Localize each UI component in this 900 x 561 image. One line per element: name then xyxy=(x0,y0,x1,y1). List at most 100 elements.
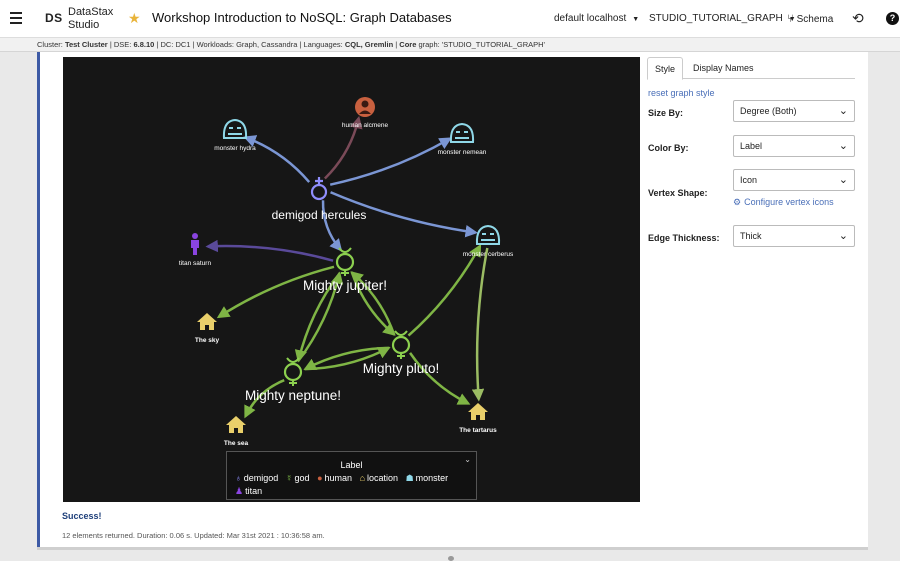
legend-item-label: titan xyxy=(245,486,263,496)
graph-edge-jupiter-sky[interactable] xyxy=(216,265,335,319)
size-by-value: Degree (Both) xyxy=(740,106,797,116)
legend-item-monster: ☗ monster xyxy=(406,473,449,483)
graph-dropdown[interactable]: STUDIO_TUTORIAL_GRAPH ▼ xyxy=(649,13,796,24)
graph-node-label: monster hydra xyxy=(214,145,256,152)
graph-node-label: The tartarus xyxy=(459,427,497,434)
color-by-select[interactable]: Label ⌄ xyxy=(733,135,855,157)
graph-node-label: monster nemean xyxy=(438,149,487,156)
graph-edge-hercules-jupiter[interactable] xyxy=(321,200,343,252)
chevron-down-icon: ⌄ xyxy=(838,230,848,242)
graph-node-neptune[interactable]: Mighty neptune! xyxy=(245,357,341,403)
graph-edge-neptune-jupiter[interactable] xyxy=(297,271,344,362)
help-icon[interactable]: ? xyxy=(886,12,899,25)
core-key: Core xyxy=(399,40,417,49)
graph-edge-jupiter-saturn[interactable] xyxy=(205,239,334,262)
graph-edge-hercules-nemean[interactable] xyxy=(329,137,453,186)
cluster-info-bar: Cluster: Test Cluster | DSE: 6.8.10 | DC… xyxy=(0,38,900,52)
legend-title: Label xyxy=(340,460,363,470)
dse-value: 6.8.10 xyxy=(133,40,155,49)
schema-icon: ⑂ xyxy=(787,13,794,25)
legend-row-1: ♁ demigod ☿ god ● human ⌂ location ☗ monster xyxy=(235,473,453,484)
connection-value: default localhost xyxy=(554,13,627,24)
edge-thickness-value: Thick xyxy=(740,231,762,241)
graph-canvas[interactable]: demigod hercules human alcmene monster hyd… xyxy=(63,57,640,502)
graph-node-alcmene[interactable]: human alcmene xyxy=(342,97,389,129)
graph-node-saturn[interactable]: titan saturn xyxy=(179,233,212,267)
tab-display-names[interactable]: Display Names xyxy=(693,63,754,73)
graph-node-hydra[interactable]: monster hydra xyxy=(214,118,256,152)
graph-node-sky[interactable]: The sky xyxy=(195,313,220,344)
color-by-value: Label xyxy=(740,141,763,151)
core-value: graph: 'STUDIO_TUTORIAL_GRAPH' xyxy=(418,40,545,49)
graph-node-sea[interactable]: The sea xyxy=(224,416,249,447)
configure-vertex-icons-link[interactable]: ⚙ Configure vertex icons xyxy=(733,197,834,208)
status-success: Success! xyxy=(62,511,102,521)
graph-node-label: Mighty jupiter! xyxy=(303,278,387,293)
cell-divider[interactable] xyxy=(37,547,868,550)
graph-edge-hercules-cerberus[interactable] xyxy=(330,191,478,238)
graph-node-jupiter[interactable]: Mighty jupiter! xyxy=(303,247,387,293)
graph-node-label: monster cerberus xyxy=(463,251,514,258)
vertex-shape-select[interactable]: Icon ⌄ xyxy=(733,169,855,191)
graph-edge-hercules-hydra[interactable] xyxy=(243,135,311,183)
graph-node-label: titan saturn xyxy=(179,260,212,267)
graph-edge-cerberus-tartarus[interactable] xyxy=(471,247,489,402)
schema-label: Schema xyxy=(796,14,834,25)
result-stats: 12 elements returned. Duration: 0.06 s. … xyxy=(62,531,325,540)
languages-value: CQL, Gremlin xyxy=(344,40,394,49)
favorite-star-icon[interactable]: ★ xyxy=(128,10,141,26)
reset-graph-style-link[interactable]: reset graph style xyxy=(648,88,715,98)
cluster-key: Cluster: xyxy=(37,40,63,49)
edge-thickness-select[interactable]: Thick ⌄ xyxy=(733,225,855,247)
titan-icon: ♟ xyxy=(235,486,244,496)
dse-key: DSE: xyxy=(113,40,132,49)
caret-down-icon: ▼ xyxy=(632,16,640,23)
graph-node-label: Mighty neptune! xyxy=(245,388,341,403)
menu-icon[interactable] xyxy=(10,12,22,24)
demigod-icon: ♁ xyxy=(235,473,242,483)
chevron-down-icon: ⌄ xyxy=(838,140,848,152)
graph-node-hercules[interactable]: demigod hercules xyxy=(272,177,367,222)
workloads-value: Graph, Cassandra xyxy=(236,40,298,49)
vertex-shape-value: Icon xyxy=(740,175,758,185)
connection-dropdown[interactable]: default localhost ▼ xyxy=(554,13,639,24)
legend-item-god: ☿ god xyxy=(286,473,310,483)
graph-node-label: The sea xyxy=(224,440,249,447)
color-by-label: Color By: xyxy=(648,143,689,153)
workloads-key: Workloads: xyxy=(196,40,234,49)
panel-tabs: Style Display Names xyxy=(647,57,855,80)
history-icon[interactable]: ⟲ xyxy=(852,10,864,26)
legend-item-label: location xyxy=(367,473,399,483)
human-icon: ● xyxy=(317,473,323,483)
brand-line2: Studio xyxy=(68,19,100,31)
size-by-label: Size By: xyxy=(648,108,684,118)
tab-style[interactable]: Style xyxy=(647,57,684,80)
graph-edge-neptune-sea[interactable] xyxy=(244,379,285,419)
graph-legend: ⌄ Label ♁ demigod ☿ god ● human ⌂ location ☗… xyxy=(226,451,477,500)
vertex-shape-label: Vertex Shape: xyxy=(648,188,708,198)
graph-node-nemean[interactable]: monster nemean xyxy=(438,122,487,156)
chevron-down-icon: ⌄ xyxy=(838,174,848,186)
graph-node-tartarus[interactable]: The tartarus xyxy=(459,403,497,434)
caret-down-icon: ▼ xyxy=(788,16,796,23)
graph-edge-pluto-tartarus[interactable] xyxy=(409,352,471,405)
graph-edge-hercules-alcmene[interactable] xyxy=(323,115,363,180)
god-icon: ☿ xyxy=(285,473,293,483)
gear-icon: ⚙ xyxy=(733,197,742,207)
graph-edge-neptune-pluto[interactable] xyxy=(304,347,391,371)
graph-svg[interactable]: demigod hercules human alcmene monster hyd… xyxy=(63,57,640,502)
notebook-title[interactable]: Workshop Introduction to NoSQL: Graph Da… xyxy=(152,10,452,25)
graph-node-label: demigod hercules xyxy=(272,208,367,222)
graph-node-cerberus[interactable]: monster cerberus xyxy=(463,224,514,258)
graph-edge-pluto-cerberus[interactable] xyxy=(407,243,482,337)
graph-node-pluto[interactable]: Mighty pluto! xyxy=(363,330,440,376)
legend-item-titan: ♟ titan xyxy=(235,486,262,496)
chevron-down-icon: ⌄ xyxy=(838,105,848,117)
size-by-select[interactable]: Degree (Both) ⌄ xyxy=(733,100,855,122)
schema-button[interactable]: ⑂ Schema xyxy=(787,13,833,25)
cluster-value: Test Cluster xyxy=(64,40,108,49)
legend-item-label: demigod xyxy=(243,473,279,483)
graph-edge-pluto-jupiter[interactable] xyxy=(350,271,396,336)
legend-collapse-icon[interactable]: ⌄ xyxy=(464,455,471,464)
resize-handle[interactable] xyxy=(448,556,454,561)
